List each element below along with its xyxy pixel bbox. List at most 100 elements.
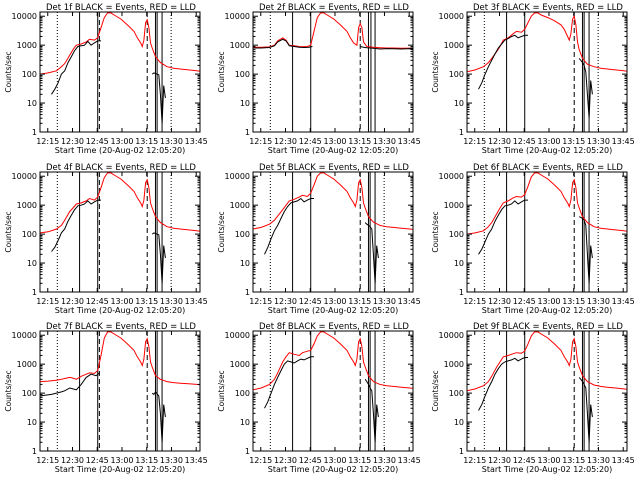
events-series-line [51, 40, 101, 95]
x-tick-label: 13:30 [373, 456, 396, 465]
y-tick-label: 1000 [17, 41, 37, 50]
y-tick-label: 1 [245, 288, 250, 297]
x-tick-label: 12:30 [488, 456, 511, 465]
events-series-line [478, 357, 528, 411]
x-axis-label: Start Time (20-Aug-02 12:05:20) [268, 465, 399, 474]
x-tick-label: 12:30 [488, 137, 511, 146]
y-tick-label: 1 [459, 128, 464, 137]
y-tick-label: 1 [459, 288, 464, 297]
lld-series-line [253, 172, 413, 230]
panel-title: Det 4f BLACK = Events, RED = LLD [46, 163, 196, 173]
x-tick-label: 12:30 [274, 137, 297, 146]
y-tick-label: 100 [22, 70, 37, 79]
x-tick-label: 12:15 [36, 297, 59, 306]
x-tick-label: 13:30 [373, 137, 396, 146]
y-tick-label: 10000 [439, 172, 464, 181]
x-tick-label: 13:00 [323, 137, 346, 146]
x-tick-label: 13:15 [562, 297, 585, 306]
series-group [253, 331, 413, 443]
y-tick-label: 1 [32, 128, 37, 137]
y-tick-label: 100 [235, 389, 250, 398]
events-series-line [478, 199, 528, 255]
y-axis-label: Counts/sec [431, 51, 440, 92]
events-series-line [264, 356, 314, 409]
x-axis-label: Start Time (20-Aug-02 12:05:20) [482, 306, 613, 315]
events-series-line [364, 222, 379, 284]
y-tick-label: 1000 [230, 360, 250, 369]
x-axis-label: Start Time (20-Aug-02 12:05:20) [482, 465, 613, 474]
x-tick-label: 12:15 [249, 137, 272, 146]
x-tick-label: 12:15 [463, 456, 486, 465]
x-tick-label: 12:15 [463, 297, 486, 306]
y-tick-label: 10 [240, 99, 250, 108]
x-tick-label: 13:15 [562, 137, 585, 146]
y-axis-label: Counts/sec [431, 211, 440, 252]
x-tick-label: 13:30 [373, 297, 396, 306]
panel-title: Det 8f BLACK = Events, RED = LLD [259, 322, 409, 332]
x-tick-label: 13:30 [160, 137, 183, 146]
events-series-line [151, 72, 166, 124]
lld-series-line [40, 12, 200, 75]
series-group [467, 12, 627, 119]
events-series-line [360, 46, 413, 50]
series-group [467, 331, 627, 443]
y-tick-label: 10000 [12, 331, 37, 340]
x-tick-label: 12:45 [86, 297, 109, 306]
y-axis-label: Counts/sec [217, 211, 226, 252]
y-tick-label: 10000 [12, 12, 37, 21]
events-series-line [264, 197, 314, 255]
events-series-line [578, 58, 593, 119]
x-tick-label: 13:45 [398, 456, 421, 465]
x-tick-label: 13:30 [160, 456, 183, 465]
x-tick-label: 12:30 [274, 297, 297, 306]
series-group [40, 12, 200, 124]
lld-series-line [467, 12, 627, 73]
series-group [253, 12, 413, 50]
y-tick-label: 10 [454, 99, 464, 108]
y-tick-label: 10000 [439, 12, 464, 21]
y-tick-label: 10000 [225, 331, 250, 340]
events-series-line [478, 34, 528, 90]
x-tick-label: 13:45 [185, 137, 208, 146]
y-tick-label: 10000 [225, 12, 250, 21]
x-tick-label: 13:00 [537, 456, 560, 465]
x-tick-label: 12:30 [274, 456, 297, 465]
y-tick-label: 1 [32, 447, 37, 456]
x-tick-label: 13:00 [323, 456, 346, 465]
panel-title: Det 7f BLACK = Events, RED = LLD [46, 322, 196, 332]
y-tick-label: 1000 [17, 201, 37, 210]
panel-title: Det 9f BLACK = Events, RED = LLD [473, 322, 623, 332]
y-tick-label: 10 [240, 259, 250, 268]
lld-series-line [253, 12, 413, 49]
panel-det-4: Det 4f BLACK = Events, RED = LLD 12:15 12:… [4, 163, 208, 315]
x-tick-label: 12:15 [463, 137, 486, 146]
series-group [40, 172, 200, 284]
panel-title: Det 2f BLACK = Events, RED = LLD [259, 3, 409, 13]
plot-frame [466, 171, 628, 293]
events-series-line [40, 372, 100, 397]
panel-det-8: Det 8f BLACK = Events, RED = LLD 12:15 12:… [217, 322, 421, 474]
y-axis-label: Counts/sec [217, 51, 226, 92]
x-tick-label: 13:00 [537, 297, 560, 306]
x-tick-label: 13:45 [398, 137, 421, 146]
y-tick-label: 1000 [17, 360, 37, 369]
y-tick-label: 100 [235, 230, 250, 239]
y-axis-label: Counts/sec [4, 370, 13, 411]
lld-series-line [467, 331, 627, 392]
x-tick-label: 13:00 [537, 137, 560, 146]
y-tick-label: 100 [449, 389, 464, 398]
events-series-line [253, 38, 313, 49]
x-tick-label: 12:45 [299, 297, 322, 306]
y-tick-label: 100 [22, 230, 37, 239]
x-tick-label: 12:45 [86, 137, 109, 146]
x-axis-label: Start Time (20-Aug-02 12:05:20) [482, 146, 613, 155]
x-tick-label: 12:45 [513, 456, 536, 465]
y-axis-label: Counts/sec [217, 370, 226, 411]
events-series-line [364, 379, 379, 443]
x-tick-label: 12:15 [249, 456, 272, 465]
x-tick-label: 13:45 [185, 297, 208, 306]
